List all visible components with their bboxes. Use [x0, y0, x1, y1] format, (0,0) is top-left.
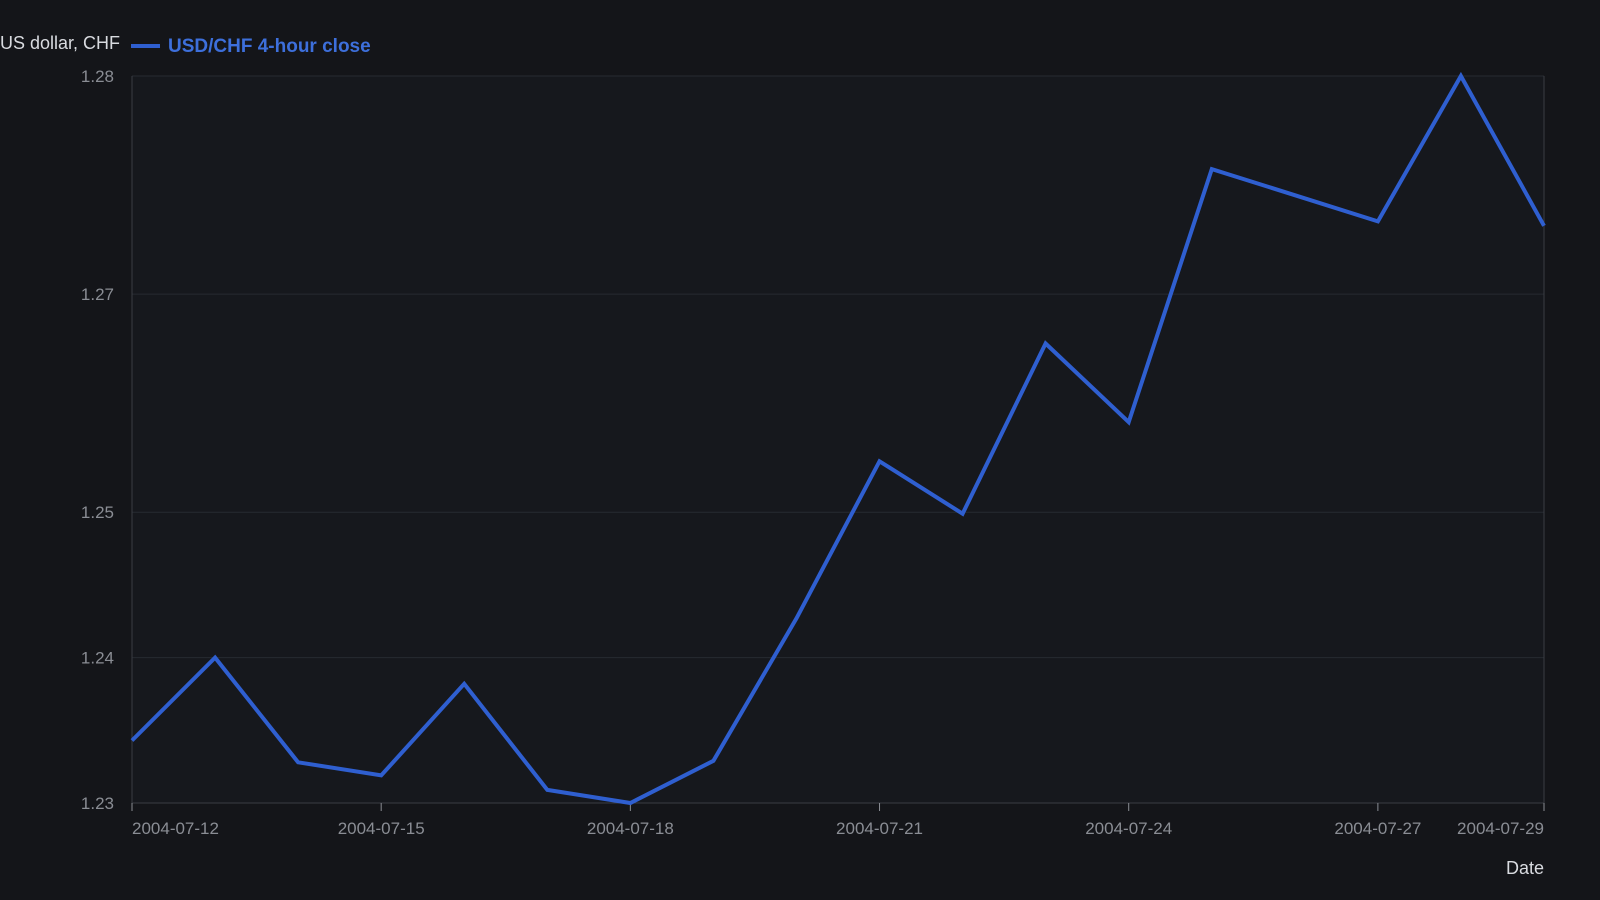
axes: [131, 76, 1545, 811]
x-tick-label: 2004-07-15: [338, 819, 425, 838]
x-tick-label: 2004-07-24: [1085, 819, 1172, 838]
x-axis-label: Date: [1506, 858, 1544, 878]
plot-area: [132, 76, 1544, 803]
x-tick-labels: 2004-07-12 2004-07-15 2004-07-18 2004-07-21…: [132, 819, 1544, 838]
legend-series-label: USD/CHF 4-hour close: [168, 36, 371, 57]
grid-lines: [132, 75, 1544, 659]
x-tick-label: 2004-07-27: [1334, 819, 1421, 838]
y-tick-label: 1.25: [81, 503, 114, 522]
x-tick-label: 2004-07-18: [587, 819, 674, 838]
y-tick-label: 1.24: [81, 649, 114, 668]
x-tick-label: 2004-07-29: [1457, 819, 1544, 838]
series-layer: [130, 71, 1546, 806]
y-axis-label: US dollar, CHF: [0, 33, 120, 53]
y-tick-labels: 1.23 1.24 1.25 1.27 1.28: [81, 67, 114, 813]
x-tick-label: 2004-07-12: [132, 819, 219, 838]
series-line: [130, 71, 1546, 806]
y-tick-label: 1.28: [81, 67, 114, 86]
plot-background: [132, 76, 1544, 803]
x-tick-label: 2004-07-21: [836, 819, 923, 838]
y-tick-label: 1.23: [81, 794, 114, 813]
y-tick-label: 1.27: [81, 285, 114, 304]
